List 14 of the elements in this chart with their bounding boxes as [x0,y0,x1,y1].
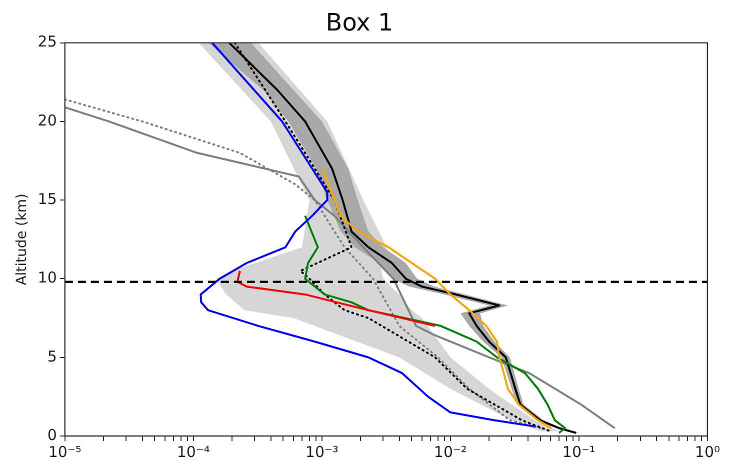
x-tick-label: 10⁻⁴ [176,442,210,461]
y-tick-label: 15 [38,190,57,208]
y-axis-title: Altitude (km) [14,193,30,286]
x-tick-label: 10⁻¹ [562,442,596,461]
x-tick-label: 10⁻² [434,442,467,461]
y-tick-label: 25 [38,32,57,51]
y-tick-label: 5 [47,347,57,366]
x-tick-label: 10⁰ [694,442,720,461]
chart-title: Box 1 [326,8,394,37]
y-tick-label: 20 [38,111,57,130]
y-tick-label: 10 [38,268,57,287]
x-tick-label: 10⁻⁵ [48,442,82,461]
x-tick-label: 10⁻³ [305,442,338,461]
y-tick-label: 0 [47,426,57,444]
